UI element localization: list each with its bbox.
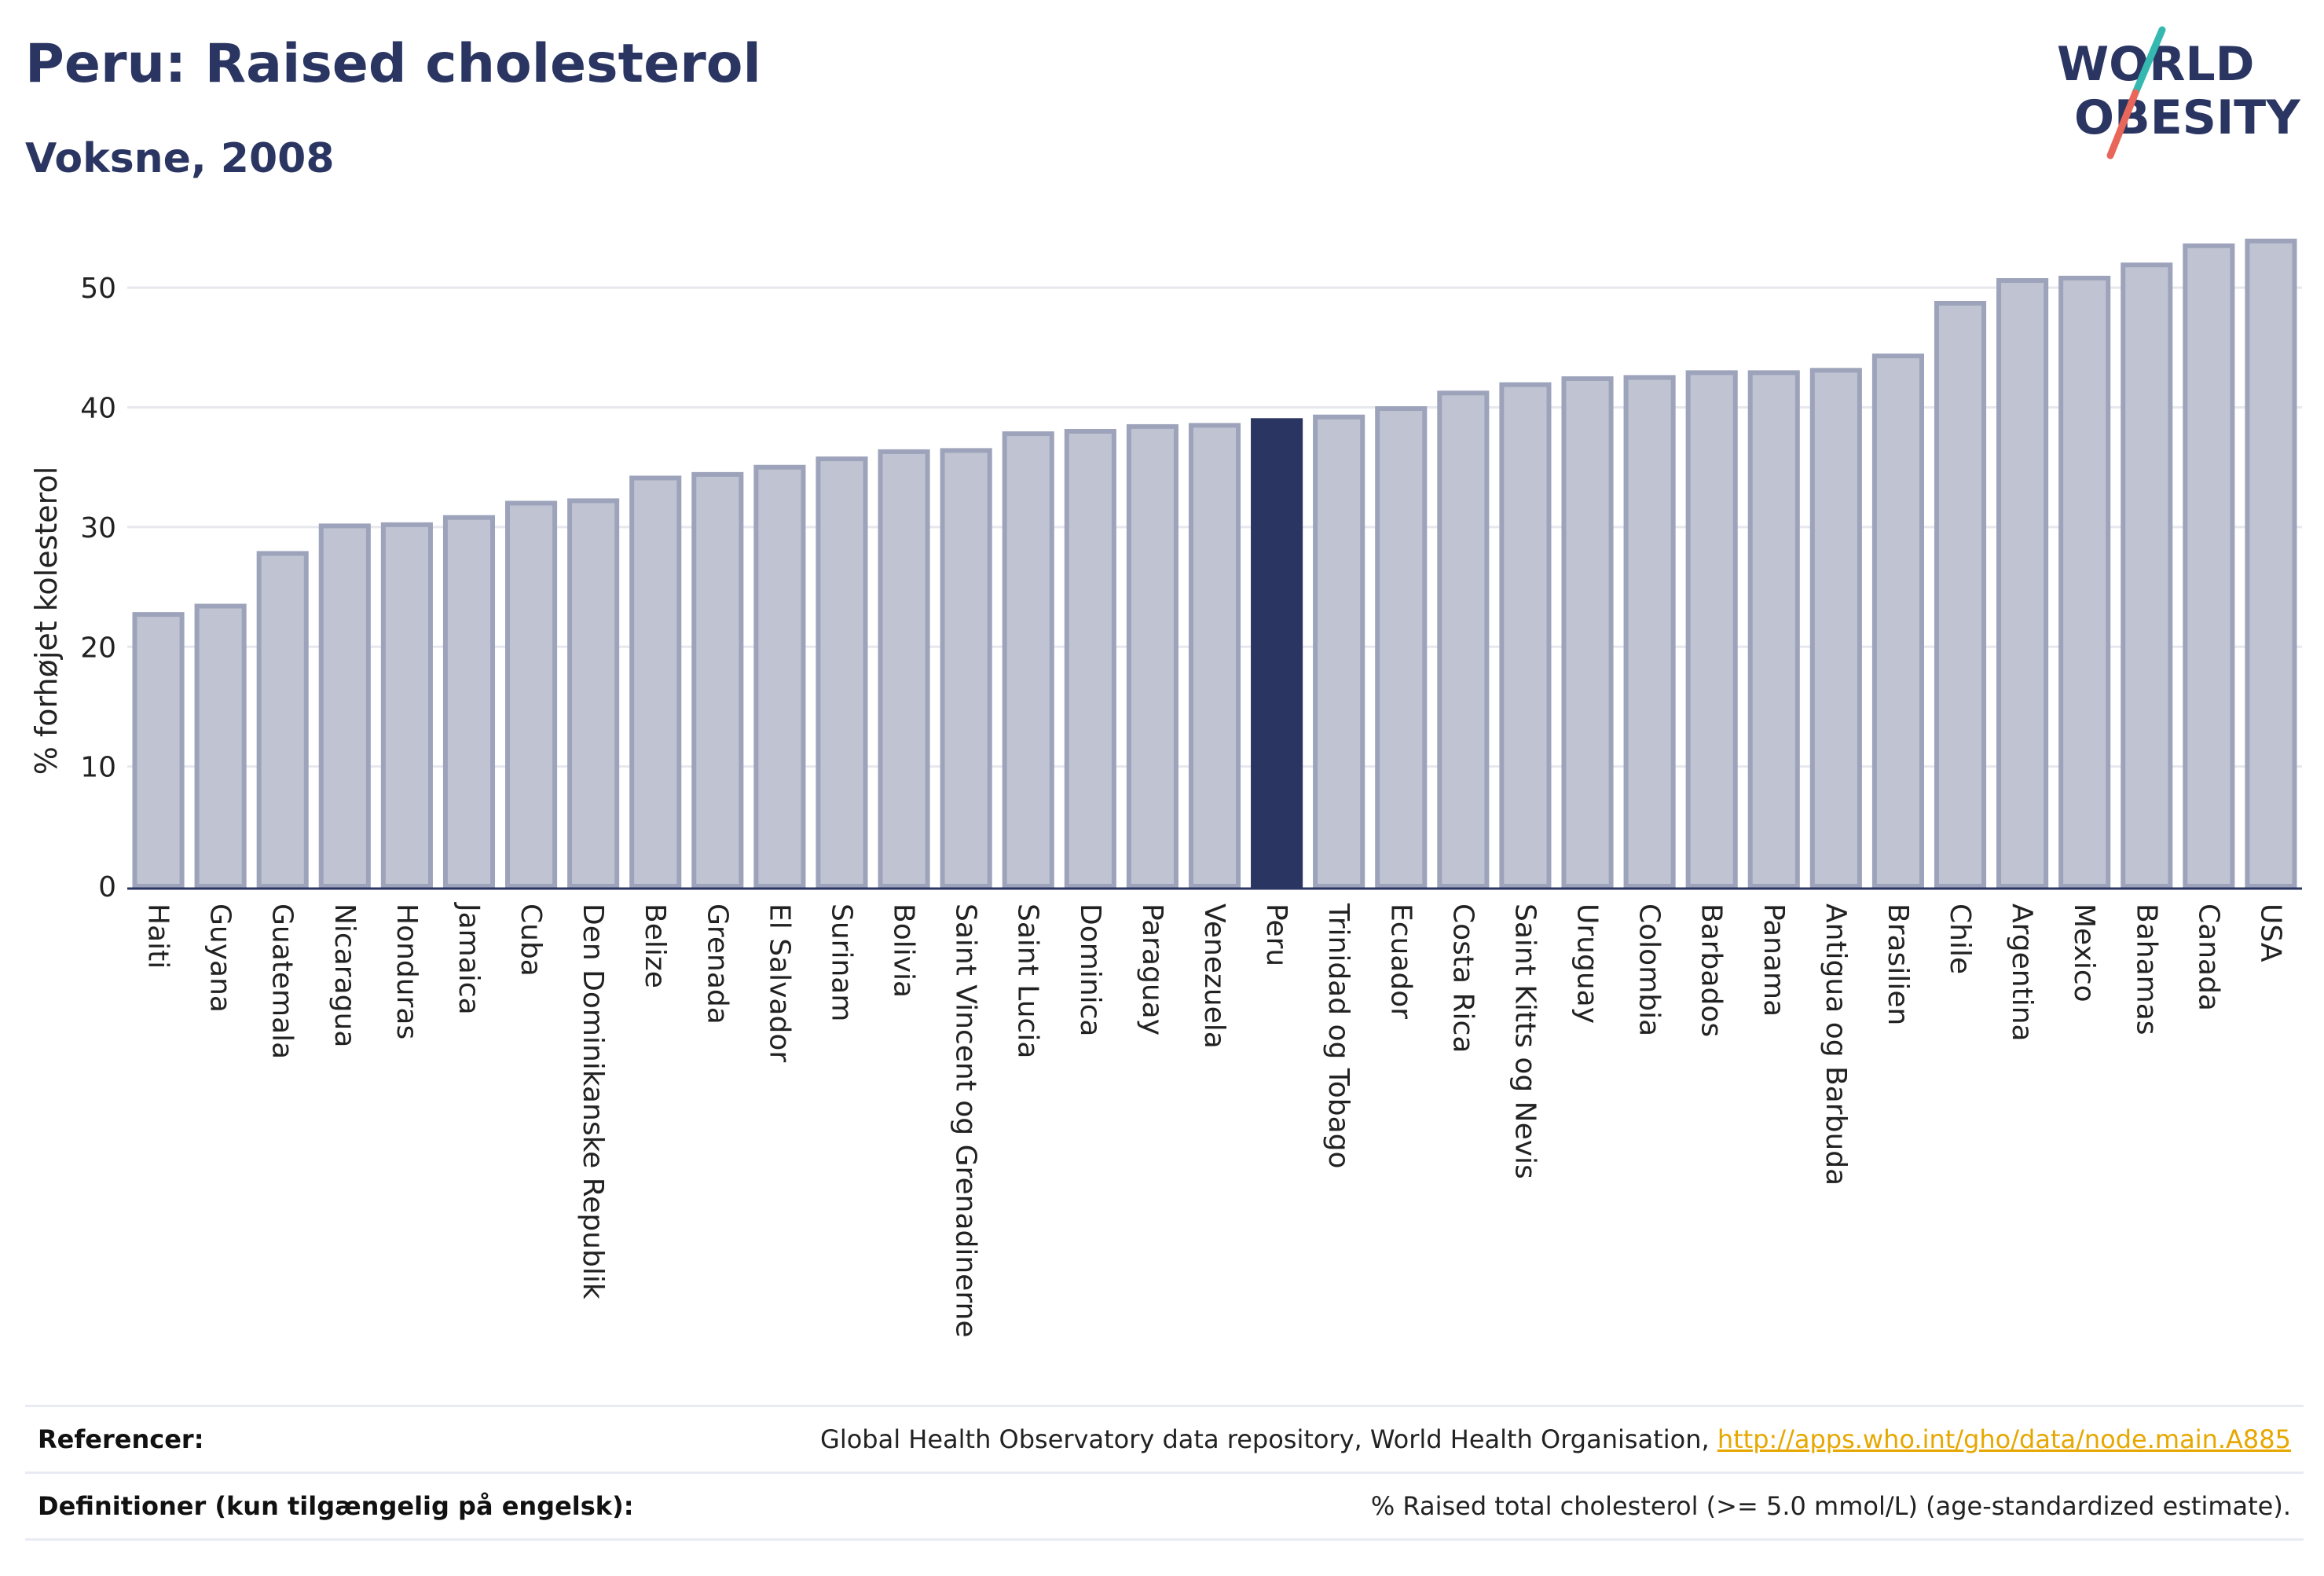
chart-title: Peru: Raised cholesterol	[25, 33, 761, 95]
x-tick-label: Guatemala	[266, 903, 299, 1059]
x-tick-label: Nicaragua	[328, 903, 361, 1047]
bar-nicaragua	[318, 523, 371, 889]
bar-haiti	[132, 612, 185, 889]
references-link[interactable]: http://apps.who.int/gho/data/node.main.A…	[1717, 1424, 2291, 1454]
references-row: Referencer: Global Health Observatory da…	[25, 1405, 2304, 1472]
bar-grenada	[691, 471, 744, 889]
bar-saint-vincent-og-grenadinerne	[940, 448, 992, 889]
x-tick-label: Colombia	[1633, 903, 1666, 1036]
bar-surinam	[816, 456, 868, 889]
bar-brasilien	[1871, 354, 1924, 889]
y-tick-label: 10	[80, 752, 116, 784]
x-tick-label: Trinidad og Tobago	[1322, 903, 1354, 1169]
logo-line-2: OBESITY	[2074, 90, 2301, 145]
bar-colombia	[1623, 375, 1676, 889]
x-tick-label: Grenada	[701, 903, 733, 1024]
bar-venezuela	[1188, 423, 1241, 889]
y-tick-label: 30	[80, 512, 116, 544]
x-tick-label: Saint Vincent og Grenadinerne	[950, 903, 982, 1337]
bar-canada	[2183, 243, 2235, 889]
x-tick-label: Argentina	[2006, 903, 2038, 1042]
definitions-value: % Raised total cholesterol (>= 5.0 mmol/…	[1370, 1491, 2291, 1521]
x-tick-label: Saint Lucia	[1012, 903, 1044, 1058]
bar-dominica	[1064, 429, 1116, 889]
world-obesity-logo: WORLD OBESITY	[2057, 26, 2301, 159]
x-tick-label: Guyana	[204, 903, 236, 1013]
x-tick-label: Haiti	[142, 903, 174, 969]
references-text: Global Health Observatory data repositor…	[820, 1424, 1717, 1454]
x-tick-label: Bolivia	[888, 903, 920, 998]
x-tick-label: Costa Rica	[1446, 903, 1479, 1053]
bars	[132, 238, 2297, 889]
x-tick-label: Canada	[2192, 903, 2224, 1011]
x-tick-label: Panama	[1758, 903, 1790, 1017]
bar-el-salvador	[753, 464, 806, 889]
bar-honduras	[380, 522, 433, 889]
bar-antigua-og-barbuda	[1809, 368, 1862, 889]
x-tick-label: Cuba	[515, 903, 547, 977]
bar-usa	[2245, 238, 2297, 889]
bar-paraguay	[1126, 423, 1178, 889]
x-tick-label: Barbados	[1695, 903, 1728, 1037]
y-tick-label: 20	[80, 632, 116, 664]
bar-ecuador	[1375, 406, 1428, 889]
chart-subtitle: Voksne, 2008	[25, 135, 335, 182]
bar-costa-rica	[1437, 390, 1490, 889]
bar-bolivia	[878, 449, 930, 889]
x-tick-label: Chile	[1944, 903, 1976, 974]
bar-trinidad-og-tobago	[1313, 414, 1365, 889]
bar-mexico	[2058, 275, 2111, 889]
bar-argentina	[1996, 278, 2049, 889]
x-tick-label: Peru	[1260, 903, 1292, 966]
bar-bahamas	[2121, 262, 2173, 889]
x-tick-label: Belize	[639, 903, 671, 988]
definitions-label: Definitioner (kun tilgængelig på engelsk…	[38, 1491, 634, 1521]
x-tick-label: Den Dominikanske Republik	[577, 903, 609, 1299]
references-label: Referencer:	[38, 1424, 204, 1454]
bar-jamaica	[442, 515, 496, 889]
bar-barbados	[1685, 370, 1738, 889]
x-tick-label: Uruguay	[1571, 903, 1604, 1024]
x-tick-label: Dominica	[1074, 903, 1106, 1037]
bar-guyana	[194, 603, 247, 889]
logo-slash-teal	[2132, 26, 2166, 97]
bar-chart: 0 10 20 30 40 50 % forhøjet kolesterol Haiti G…	[29, 238, 2302, 1337]
x-tick-label: Brasilien	[1882, 903, 1914, 1025]
bar-saint-kitts-og-nevis	[1499, 382, 1552, 889]
x-tick-label: Honduras	[390, 903, 423, 1039]
bar-uruguay	[1561, 376, 1614, 889]
y-axis-ticks: 0 10 20 30 40 50	[80, 273, 116, 903]
bar-chile	[1934, 300, 1987, 889]
bar-den-dominikanske-republik	[567, 498, 620, 889]
footer: Referencer: Global Health Observatory da…	[25, 1405, 2304, 1541]
x-tick-label: Venezuela	[1198, 903, 1230, 1049]
bar-cuba	[505, 500, 558, 889]
x-tick-label: Antigua og Barbuda	[1820, 903, 1852, 1186]
logo-slash-red	[2106, 89, 2139, 159]
y-axis-label: % forhøjet kolesterol	[29, 467, 64, 775]
x-tick-label: USA	[2254, 903, 2286, 962]
bar-belize	[629, 475, 682, 889]
x-tick-label: Ecuador	[1384, 903, 1417, 1019]
x-tick-label: Mexico	[2068, 903, 2100, 1002]
x-tick-label: Jamaica	[453, 902, 485, 1015]
y-tick-label: 40	[80, 393, 116, 425]
y-tick-label: 50	[80, 273, 116, 305]
x-tick-label: Saint Kitts og Nevis	[1508, 903, 1541, 1179]
definitions-row: Definitioner (kun tilgængelig på engelsk…	[25, 1472, 2304, 1541]
bar-guatemala	[256, 551, 309, 889]
references-value: Global Health Observatory data repositor…	[820, 1424, 2291, 1454]
bar-peru	[1251, 418, 1303, 889]
bar-saint-lucia	[1002, 431, 1054, 889]
y-tick-label: 0	[98, 871, 116, 903]
x-tick-label: Paraguay	[1136, 903, 1168, 1035]
x-axis-ticks: Haiti Guyana Guatemala Nicaragua Honduras Jam…	[142, 902, 2287, 1337]
x-tick-label: Bahamas	[2130, 903, 2162, 1035]
x-tick-label: Surinam	[825, 903, 857, 1021]
bar-panama	[1747, 370, 1800, 889]
x-tick-label: El Salvador	[763, 903, 795, 1062]
